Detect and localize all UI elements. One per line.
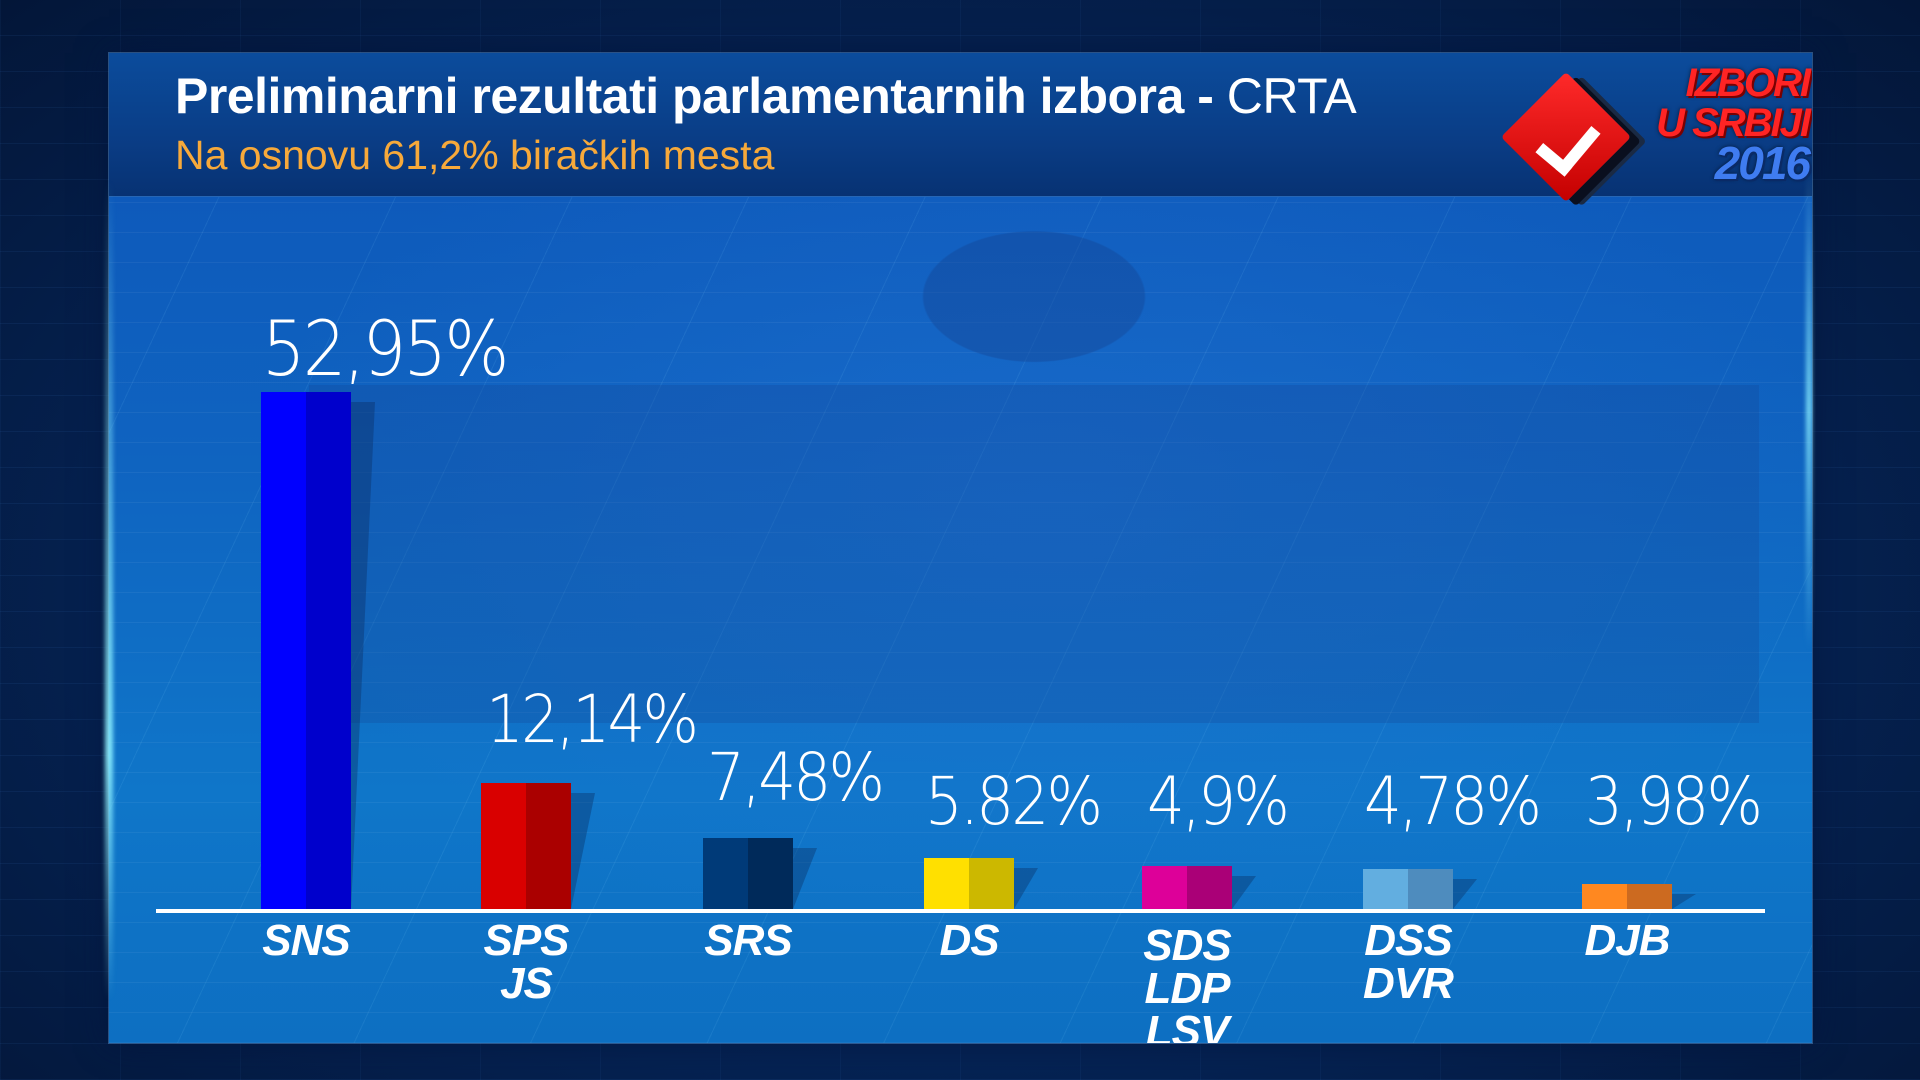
bar-face-front [924,858,969,909]
bar-shadow [1232,876,1256,909]
bar-sds-ldp-lsv[interactable] [1142,866,1256,909]
category-label-djb: DJB [1557,916,1697,965]
title-source: CRTA [1213,68,1357,124]
category-label-dss-dvr: DSS DVR [1338,916,1478,1008]
label-line: LDP [1144,964,1231,1013]
category-label-sps-js: SPS JS [456,916,596,1008]
label-line: SNS [262,916,350,965]
label-line: LSV [1145,1007,1230,1044]
bar-djb[interactable] [1582,884,1696,909]
label-line: DJB [1584,916,1670,965]
bar-shadow [1672,894,1696,909]
label-line: DS [939,916,999,965]
logo-line-izbori: IZBORI [1685,61,1811,105]
bar-sns[interactable] [261,392,375,909]
bar-shadow [1014,868,1038,909]
category-label-srs: SRS [678,916,818,965]
category-label-sds-ldp-lsv: SDS LDP LSV [1117,921,1257,1044]
bar-shadow [793,848,817,909]
bar-face-side [1408,869,1453,909]
label-line: DVR [1363,959,1454,1008]
value-label-sns: 52,95% [262,304,509,393]
bar-face-side [306,392,351,909]
page-subtitle: Na osnovu 61,2% biračkih mesta [175,132,775,178]
bar-face-side [1627,884,1672,909]
label-line: JS [500,959,553,1008]
value-label-srs: 7,48% [707,739,885,816]
label-line: SDS [1143,921,1231,970]
bar-face-side [969,858,1014,909]
value-label-sps-js: 12,14% [486,681,699,758]
bar-face-side [748,838,793,909]
elections-logo: IZBORI U SRBIJI 2016 [1494,53,1812,223]
logo-text: IZBORI U SRBIJI 2016 [1629,61,1811,189]
bar-face-front [703,838,748,909]
category-label-sns: SNS [236,916,376,965]
value-label-sds-ldp-lsv: 4,9% [1147,763,1290,840]
bar-face-front [1582,884,1627,909]
label-line: SRS [704,916,792,965]
logo-line-year: 2016 [1714,137,1811,189]
label-line: DSS [1364,916,1452,965]
bar-dss-dvr[interactable] [1363,869,1477,909]
bar-ds[interactable] [924,858,1038,909]
logo-line-u-srbiji: U SRBIJI [1656,101,1811,145]
chart-baseline [156,909,1765,913]
label-line: SPS [483,916,569,965]
title-main: Preliminarni rezultati parlamentarnih iz… [175,68,1214,124]
bar-face-front [261,392,306,909]
bar-face-front [481,783,526,909]
bar-chart: 52,95% SNS 12,14% SPS JS 7,48% SRS [109,53,1812,1043]
bar-face-side [1187,866,1232,909]
value-label-ds: 5.82% [925,763,1103,840]
right-edge-glow [1806,170,1812,650]
bar-srs[interactable] [703,838,817,909]
chart-panel: Preliminarni rezultati parlamentarnih iz… [109,53,1812,1043]
bar-sps-js[interactable] [481,783,595,909]
background-building-image [309,203,1759,723]
bar-shadow [1453,879,1477,909]
bar-face-front [1363,869,1408,909]
bar-face-front [1142,866,1187,909]
bar-shadow [351,402,375,909]
bar-shadow [571,793,595,909]
value-label-djb: 3,98% [1585,763,1763,840]
category-label-ds: DS [899,916,1039,965]
left-edge-glow [105,180,113,1000]
page-title: Preliminarni rezultati parlamentarnih iz… [175,61,1357,131]
value-label-dss-dvr: 4,78% [1364,763,1542,840]
bar-face-side [526,783,571,909]
